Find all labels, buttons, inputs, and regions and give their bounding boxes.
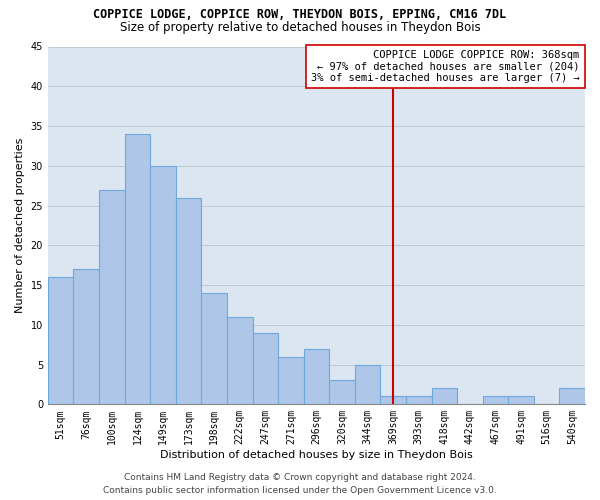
Bar bbox=[482, 396, 508, 404]
Text: COPPICE LODGE, COPPICE ROW, THEYDON BOIS, EPPING, CM16 7DL: COPPICE LODGE, COPPICE ROW, THEYDON BOIS… bbox=[94, 8, 506, 20]
Bar bbox=[380, 396, 406, 404]
Bar bbox=[150, 166, 176, 404]
Bar bbox=[329, 380, 355, 404]
Bar bbox=[227, 317, 253, 404]
Bar bbox=[278, 356, 304, 405]
Bar bbox=[431, 388, 457, 404]
Bar bbox=[253, 333, 278, 404]
Bar bbox=[304, 348, 329, 405]
Bar bbox=[559, 388, 585, 404]
Text: Contains HM Land Registry data © Crown copyright and database right 2024.
Contai: Contains HM Land Registry data © Crown c… bbox=[103, 474, 497, 495]
Bar bbox=[176, 198, 202, 404]
Bar bbox=[48, 277, 73, 404]
Bar bbox=[99, 190, 125, 404]
Bar bbox=[508, 396, 534, 404]
Bar bbox=[202, 293, 227, 405]
Bar bbox=[355, 364, 380, 405]
Bar bbox=[406, 396, 431, 404]
Text: Size of property relative to detached houses in Theydon Bois: Size of property relative to detached ho… bbox=[119, 22, 481, 35]
Y-axis label: Number of detached properties: Number of detached properties bbox=[15, 138, 25, 313]
Bar bbox=[73, 269, 99, 404]
Bar bbox=[125, 134, 150, 404]
X-axis label: Distribution of detached houses by size in Theydon Bois: Distribution of detached houses by size … bbox=[160, 450, 473, 460]
Text: COPPICE LODGE COPPICE ROW: 368sqm
← 97% of detached houses are smaller (204)
3% : COPPICE LODGE COPPICE ROW: 368sqm ← 97% … bbox=[311, 50, 580, 84]
